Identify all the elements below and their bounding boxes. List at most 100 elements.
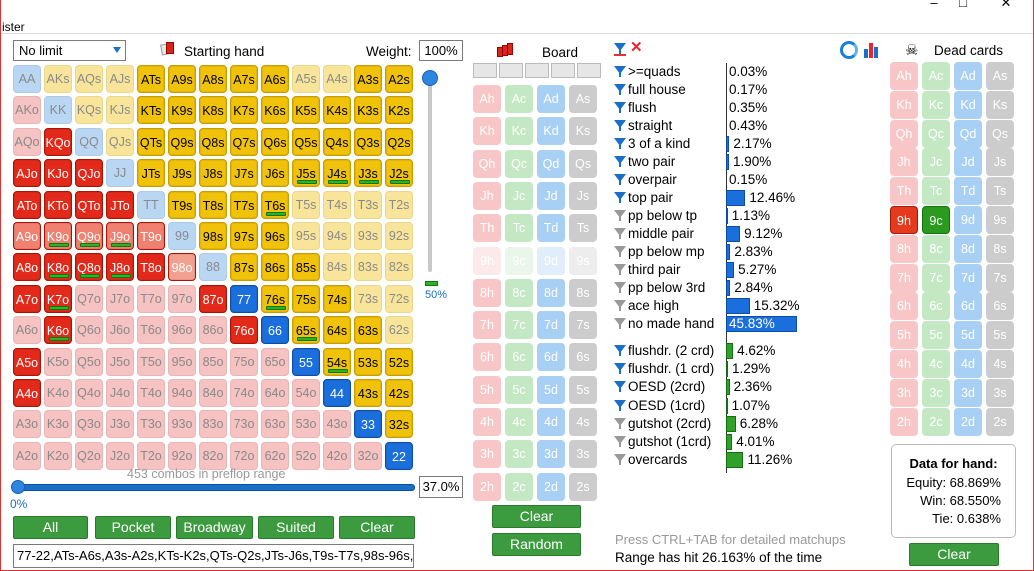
hand-cell-K4s[interactable]: K4s — [323, 96, 351, 125]
dead-card-5h[interactable]: 5h — [890, 321, 918, 350]
hand-cell-97o[interactable]: 97o — [168, 284, 196, 313]
board-card-Ad[interactable]: Ad — [537, 85, 565, 113]
filter-icon[interactable] — [614, 454, 626, 463]
stat-row[interactable]: top pair 12.46% — [614, 189, 854, 207]
dead-card-9h[interactable]: 9h — [890, 206, 918, 234]
hand-cell-KK[interactable]: KK — [44, 96, 72, 125]
board-card-3s[interactable]: 3s — [569, 440, 597, 469]
board-card-9s[interactable]: 9s — [569, 246, 597, 275]
board-card-Qc[interactable]: Qc — [505, 149, 533, 178]
hand-cell-Q9s[interactable]: Q9s — [168, 127, 196, 156]
hand-cell-K3o[interactable]: K3o — [44, 410, 72, 439]
hand-cell-93s[interactable]: 93s — [354, 222, 382, 250]
board-card-8d[interactable]: 8d — [537, 278, 565, 307]
board-card-Td[interactable]: Td — [537, 214, 565, 243]
hand-cell-52o[interactable]: 52o — [292, 441, 320, 470]
hand-cell-J5s[interactable]: J5s — [292, 159, 320, 188]
dead-card-9c[interactable]: 9c — [922, 206, 950, 234]
board-clear-button[interactable]: Clear — [492, 505, 581, 528]
board-card-5c[interactable]: 5c — [505, 375, 533, 404]
board-card-5d[interactable]: 5d — [537, 375, 565, 404]
hand-cell-T6o[interactable]: T6o — [137, 316, 165, 345]
hand-cell-Q4o[interactable]: Q4o — [75, 379, 103, 407]
dead-card-4d[interactable]: 4d — [954, 350, 982, 378]
hand-cell-JJ[interactable]: JJ — [106, 159, 134, 188]
dead-card-Qs[interactable]: Qs — [986, 119, 1014, 148]
hand-cell-T2s[interactable]: T2s — [385, 190, 413, 219]
dead-card-7h[interactable]: 7h — [890, 263, 918, 292]
hand-cell-94s[interactable]: 94s — [323, 222, 351, 250]
hand-cell-87s[interactable]: 87s — [230, 253, 258, 282]
board-slot-1[interactable] — [473, 63, 497, 78]
hand-cell-33[interactable]: 33 — [354, 410, 382, 439]
weight-slider-track[interactable] — [428, 76, 432, 272]
hand-cell-84o[interactable]: 84o — [199, 379, 227, 407]
hand-cell-42s[interactable]: 42s — [385, 379, 413, 407]
hand-cell-53o[interactable]: 53o — [292, 410, 320, 439]
hand-cell-77[interactable]: 77 — [230, 284, 258, 313]
hand-cell-76s[interactable]: 76s — [261, 284, 289, 313]
stat-row[interactable]: flushdr. (2 crd) 4.62% — [614, 342, 854, 360]
hand-cell-A2o[interactable]: A2o — [13, 441, 41, 470]
board-card-Kc[interactable]: Kc — [505, 117, 533, 146]
board-card-Qd[interactable]: Qd — [537, 149, 565, 178]
hand-cell-ATo[interactable]: ATo — [13, 190, 41, 219]
hand-cell-J4s[interactable]: J4s — [323, 159, 351, 188]
stat-row[interactable]: >=quads 0.03% — [614, 63, 854, 81]
dead-card-3h[interactable]: 3h — [890, 378, 918, 407]
hand-cell-K4o[interactable]: K4o — [44, 379, 72, 407]
hand-cell-J8s[interactable]: J8s — [199, 159, 227, 188]
game-type-select[interactable]: No limit — [13, 40, 126, 61]
filter-icon[interactable] — [614, 436, 626, 444]
hand-cell-QJs[interactable]: QJs — [106, 127, 134, 156]
hand-cell-T2o[interactable]: T2o — [137, 441, 165, 470]
board-card-9c[interactable]: 9c — [505, 246, 533, 275]
dead-card-7c[interactable]: 7c — [922, 263, 950, 292]
dead-card-6s[interactable]: 6s — [986, 292, 1014, 321]
hand-cell-95o[interactable]: 95o — [168, 347, 196, 376]
hand-cell-A4s[interactable]: A4s — [323, 65, 351, 93]
dead-card-9s[interactable]: 9s — [986, 206, 1014, 234]
board-card-3c[interactable]: 3c — [505, 440, 533, 469]
dead-card-6d[interactable]: 6d — [954, 292, 982, 321]
hand-cell-72s[interactable]: 72s — [385, 284, 413, 313]
board-card-7s[interactable]: 7s — [569, 311, 597, 340]
hand-cell-85s[interactable]: 85s — [292, 253, 320, 282]
filter-icon[interactable] — [614, 399, 626, 408]
hand-cell-A9s[interactable]: A9s — [168, 65, 196, 93]
dead-card-5s[interactable]: 5s — [986, 321, 1014, 350]
hand-cell-AJs[interactable]: AJs — [106, 65, 134, 93]
board-card-3d[interactable]: 3d — [537, 440, 565, 469]
hand-cell-T6s[interactable]: T6s — [261, 190, 289, 219]
hand-cell-75s[interactable]: 75s — [292, 284, 320, 313]
hand-cell-J9o[interactable]: J9o — [106, 222, 134, 250]
board-card-Kh[interactable]: Kh — [473, 117, 501, 146]
dead-card-8d[interactable]: 8d — [954, 234, 982, 263]
hand-cell-55[interactable]: 55 — [292, 347, 320, 376]
stat-row[interactable]: pp below tp 1.13% — [614, 207, 854, 225]
stat-row[interactable]: OESD (2crd) 2.36% — [614, 378, 854, 396]
filter-icon[interactable] — [614, 102, 626, 111]
hand-cell-K9o[interactable]: K9o — [44, 222, 72, 250]
hand-cell-A2s[interactable]: A2s — [385, 65, 413, 93]
dead-card-Tc[interactable]: Tc — [922, 177, 950, 206]
hand-cell-K2o[interactable]: K2o — [44, 441, 72, 470]
hand-cell-Q3s[interactable]: Q3s — [354, 127, 382, 156]
hand-cell-Q4s[interactable]: Q4s — [323, 127, 351, 156]
hand-cell-44[interactable]: 44 — [323, 379, 351, 407]
hand-cell-63o[interactable]: 63o — [261, 410, 289, 439]
weight-input[interactable]: 100% — [419, 40, 463, 61]
chart-icon[interactable] — [864, 42, 882, 58]
hand-cell-A8s[interactable]: A8s — [199, 65, 227, 93]
hand-cell-T5o[interactable]: T5o — [137, 347, 165, 376]
dead-card-8c[interactable]: 8c — [922, 234, 950, 263]
hand-cell-A7s[interactable]: A7s — [230, 65, 258, 93]
hand-cell-T3s[interactable]: T3s — [354, 190, 382, 219]
clear-range-button[interactable]: Clear — [339, 516, 415, 539]
hand-cell-J4o[interactable]: J4o — [106, 379, 134, 407]
hand-cell-83o[interactable]: 83o — [199, 410, 227, 439]
hand-cell-A5s[interactable]: A5s — [292, 65, 320, 93]
hand-cell-86s[interactable]: 86s — [261, 253, 289, 282]
stat-row[interactable]: flush 0.35% — [614, 99, 854, 117]
dead-card-Jd[interactable]: Jd — [954, 148, 982, 177]
